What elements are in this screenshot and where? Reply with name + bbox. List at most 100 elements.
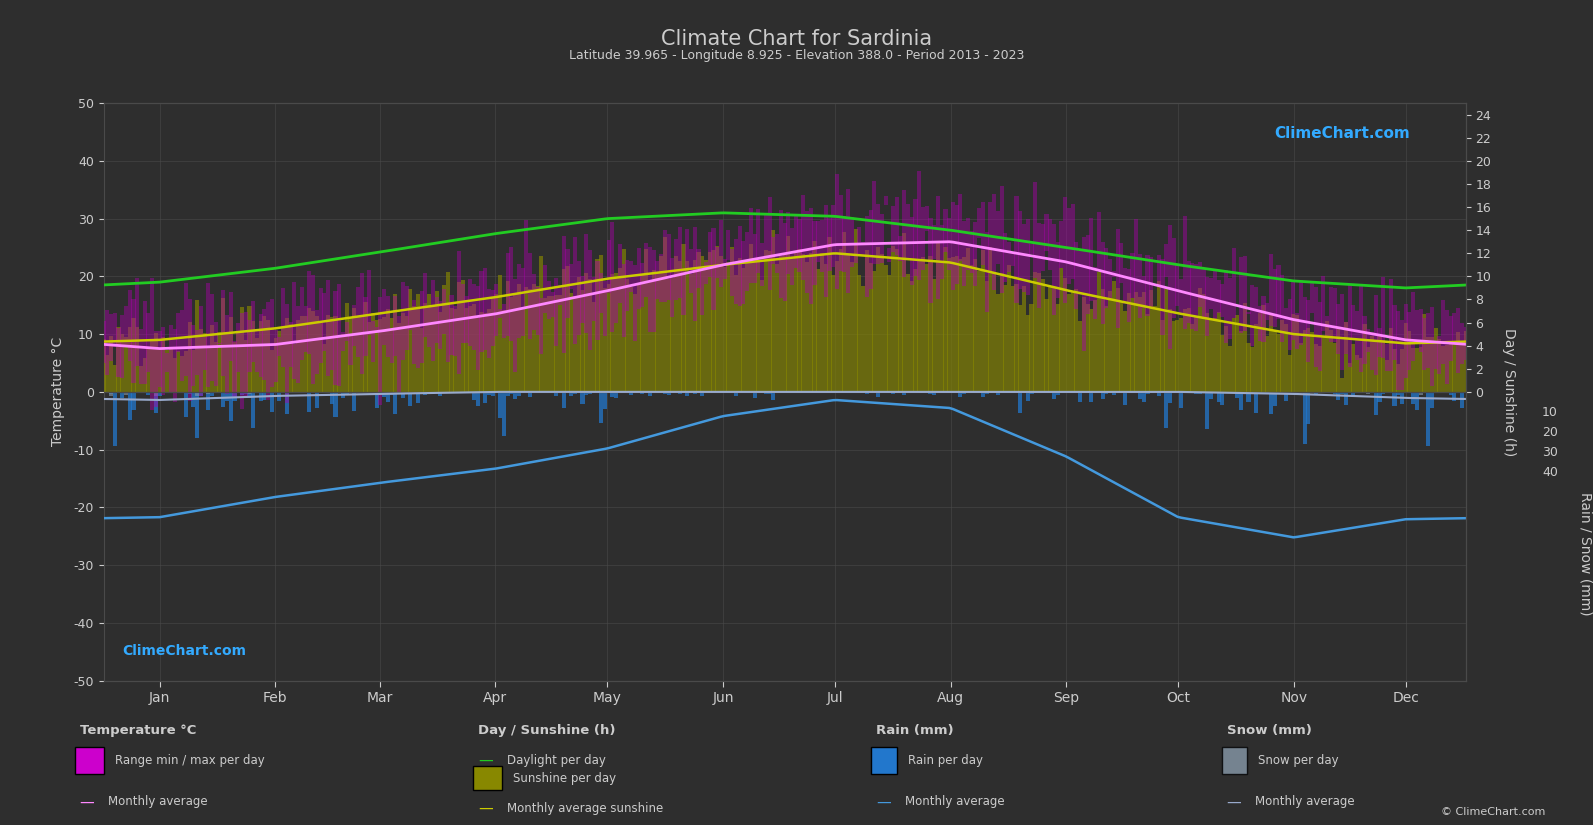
Bar [311,311,315,392]
Bar [527,252,532,339]
Bar [505,281,510,392]
Bar [438,392,443,396]
Bar [760,243,765,286]
Bar [1459,392,1464,408]
Bar [1373,392,1378,415]
Bar [1220,336,1225,392]
Bar [132,318,135,392]
Bar [307,309,311,392]
Bar [269,392,274,412]
Bar [1198,288,1203,392]
Bar [277,392,282,401]
Bar [233,341,236,397]
Bar [757,261,760,392]
Bar [1246,343,1251,392]
Bar [1112,280,1115,392]
Bar [1190,262,1195,329]
Bar [1351,304,1356,340]
Bar [862,286,865,392]
Bar [349,318,352,392]
Bar [1212,318,1217,392]
Bar [884,265,887,392]
Bar [1134,292,1139,392]
Bar [1231,318,1236,392]
Bar [274,338,277,392]
Bar [1101,243,1104,324]
Bar [236,332,241,392]
Bar [1067,208,1070,284]
Bar [379,319,382,392]
Bar [416,309,421,369]
Bar [1337,392,1340,400]
Bar [105,355,110,392]
Bar [655,273,660,392]
Bar [1333,342,1337,392]
Bar [682,244,685,392]
Bar [1123,311,1128,392]
Bar [701,256,704,392]
Bar [970,231,973,273]
Bar [954,256,959,392]
Bar [1407,312,1411,370]
Bar [360,273,363,374]
Bar [569,264,573,290]
Bar [1395,311,1400,389]
Bar [524,287,529,392]
Bar [787,212,790,274]
Bar [116,328,121,377]
Bar [247,306,252,392]
Bar [1348,363,1351,392]
Bar [618,243,621,303]
Bar [210,294,213,381]
Bar [1329,330,1333,392]
Bar [884,196,887,205]
Bar [1093,267,1098,319]
Bar [890,246,895,392]
Bar [1384,344,1389,371]
Bar [1090,392,1093,402]
Bar [632,265,637,342]
Bar [1400,392,1403,404]
Bar [1198,262,1203,308]
Bar [1131,253,1134,298]
Bar [580,276,585,323]
Bar [1381,392,1386,394]
Bar [857,228,862,254]
Bar [527,392,532,397]
Bar [1445,345,1450,392]
Bar [344,392,349,394]
Bar [1010,286,1015,392]
Bar [902,392,906,395]
Bar [147,392,150,395]
Bar [319,288,323,362]
Bar [809,253,812,392]
Bar [1325,392,1329,394]
Bar [102,321,105,363]
Bar [1453,313,1456,344]
Bar [229,392,233,421]
Bar [551,292,554,318]
Bar [1265,336,1270,392]
Bar [999,273,1004,392]
Bar [835,262,840,392]
Bar [1223,326,1228,392]
Text: © ClimeChart.com: © ClimeChart.com [1440,807,1545,817]
Bar [591,302,596,392]
Bar [1228,278,1231,339]
Bar [637,285,640,392]
Bar [1078,251,1082,295]
Bar [1448,316,1453,361]
Bar [1026,219,1029,295]
Bar [1137,392,1142,398]
Bar [401,392,405,398]
Bar [169,325,174,393]
Bar [1104,248,1109,308]
Text: Monthly average: Monthly average [1255,795,1356,808]
Bar [155,332,158,392]
Bar [177,351,180,392]
Bar [135,278,139,365]
Bar [401,281,405,361]
Bar [108,314,113,361]
Bar [405,286,409,350]
Bar [1145,314,1150,392]
